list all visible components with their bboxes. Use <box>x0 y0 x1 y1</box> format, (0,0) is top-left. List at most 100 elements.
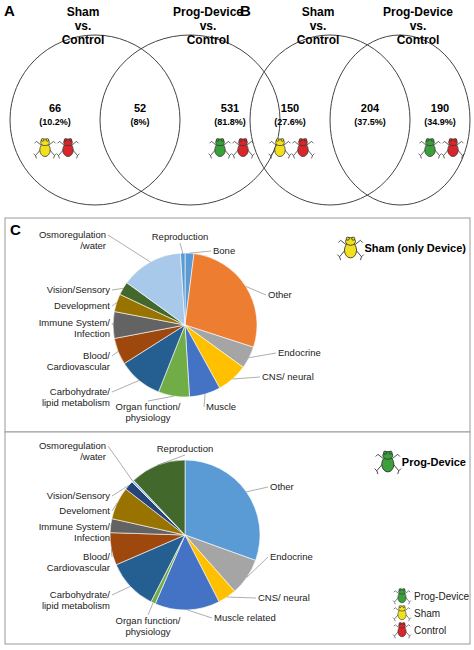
frog-icon <box>393 623 411 639</box>
text-line: /water <box>80 451 106 462</box>
text-line: vs. <box>410 19 427 33</box>
frog-eye <box>403 589 405 591</box>
leader-line <box>148 603 153 615</box>
slice-label: Organ function/physiology <box>116 401 181 423</box>
frog-leg <box>419 150 426 159</box>
leader-line <box>111 526 112 527</box>
frog-eye <box>304 139 307 142</box>
frog-eye <box>244 139 247 142</box>
text-line: CNS/ neural <box>262 371 314 382</box>
text-line: Prog-Device <box>173 5 243 19</box>
text-line: Infection <box>74 328 110 339</box>
text-line: Development <box>54 300 110 311</box>
text-line: Endocrine <box>278 347 321 358</box>
slice-label: Endocrine <box>270 551 313 562</box>
frog-leg <box>393 615 398 622</box>
region-count: 66 <box>49 102 61 114</box>
slice-label: Blood/Cardiovascular <box>47 350 111 372</box>
slice-label: Reproduction <box>152 231 209 242</box>
text-line: Vision/Sensory <box>47 490 110 501</box>
text-line: 66 <box>49 102 61 114</box>
frog-eye <box>454 139 457 142</box>
frog-head <box>276 139 285 146</box>
text-line: 204 <box>361 102 380 114</box>
frog-icon <box>442 139 465 159</box>
text-line: Prog-Device <box>383 5 453 19</box>
frog-leg <box>284 141 291 145</box>
slice-label: CNS/ neural <box>262 371 314 382</box>
frog-icon <box>269 139 292 159</box>
text-line: 531 <box>221 102 239 114</box>
slice-label: CNS/ neural <box>258 592 310 603</box>
leader-line <box>247 557 268 577</box>
frog-eye <box>384 451 387 454</box>
frog-leg <box>392 454 400 458</box>
frog-leg <box>405 625 410 628</box>
text-line: Sham (only Device) <box>365 242 467 254</box>
leader-line <box>180 243 183 253</box>
panel-letter: A <box>4 2 15 19</box>
frog-head <box>299 139 308 146</box>
leader-line <box>112 485 129 496</box>
slice-label: Development <box>54 300 110 311</box>
frog-head <box>383 452 393 460</box>
text-line: Control <box>187 33 230 47</box>
text-line: Muscle <box>206 401 236 412</box>
frog-eye <box>281 139 284 142</box>
frog-leg <box>57 150 64 159</box>
pie-panel: CSham (only Device)BoneOtherEndocrineCNS… <box>5 218 470 432</box>
text-line: Organ function/ <box>116 401 181 412</box>
venn-set <box>10 35 180 205</box>
frog-eye <box>221 139 224 142</box>
slice-label: Muscle related <box>214 612 276 623</box>
slice-label: Develoment <box>59 505 110 516</box>
text-line: (27.6%) <box>274 117 306 127</box>
leader-line <box>112 380 139 392</box>
frog-head <box>399 623 406 628</box>
legend-label: Control <box>414 625 446 636</box>
text-line: CNS/ neural <box>258 592 310 603</box>
region-percentage: (34.9%) <box>424 117 456 127</box>
text-line: Control <box>62 33 105 47</box>
frog-icon <box>337 237 363 260</box>
slice-label: Other <box>270 481 294 492</box>
frog-leg <box>248 150 255 159</box>
frog-eye <box>426 139 429 142</box>
region-count: 150 <box>281 102 299 114</box>
panel-frame <box>5 432 470 644</box>
leader-line <box>108 446 133 481</box>
slice-label: Bone <box>213 245 235 256</box>
text-line: Reproduction <box>152 231 209 242</box>
text-line: 150 <box>281 102 299 114</box>
frog-leg <box>375 464 383 474</box>
frog-eye <box>239 139 242 142</box>
frog-leg <box>285 150 292 159</box>
frog-eye <box>346 237 349 240</box>
frog-leg <box>356 250 364 260</box>
frog-leg <box>394 591 399 594</box>
frog-eye <box>399 606 401 608</box>
frog-eye <box>403 623 405 625</box>
slice-label: Vision/Sensory <box>47 490 110 501</box>
leader-line <box>246 487 268 492</box>
frog-icon <box>232 139 255 159</box>
leader-line <box>112 288 123 290</box>
text-line: vs. <box>200 19 217 33</box>
text-line: C <box>10 221 21 238</box>
frog-leg <box>406 632 411 639</box>
leader-line <box>112 503 117 511</box>
text-line: 190 <box>431 102 449 114</box>
text-line: /water <box>80 240 106 251</box>
venn-set <box>100 35 280 205</box>
region-percentage: (27.6%) <box>274 117 306 127</box>
text-line: (34.9%) <box>424 117 456 127</box>
text-line: physiology <box>126 626 171 637</box>
frog-leg <box>50 150 57 159</box>
frog-leg <box>393 464 401 474</box>
frog-eye <box>299 139 302 142</box>
text-line: Prog-Device <box>402 456 466 468</box>
venn-set <box>330 35 470 205</box>
region-percentage: (10.2%) <box>39 117 71 127</box>
pie-slices <box>110 460 260 610</box>
text-line: Organ function/ <box>116 615 181 626</box>
